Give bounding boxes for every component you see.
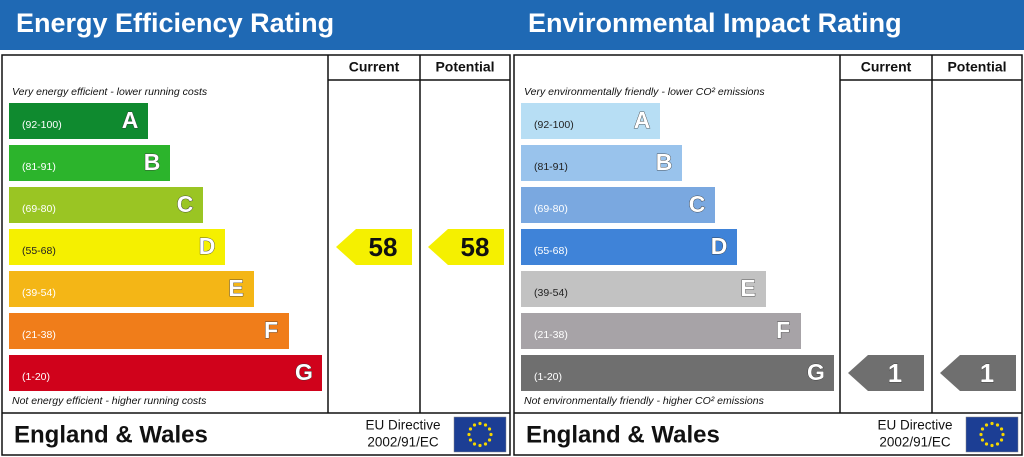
rating-band	[521, 187, 715, 223]
footer-region: England & Wales	[14, 421, 208, 448]
rating-band	[9, 355, 322, 391]
rating-arrow	[848, 355, 924, 391]
title-bar	[0, 0, 512, 50]
rating-arrow	[336, 229, 412, 265]
eu-star	[979, 432, 983, 437]
band-range: (21-38)	[534, 329, 568, 341]
rating-arrow	[940, 355, 1016, 391]
band-range: (69-80)	[534, 203, 568, 215]
eu-star	[483, 423, 488, 427]
band-range: (39-54)	[534, 287, 568, 299]
table-border	[513, 54, 1023, 456]
band-letter: B	[656, 149, 673, 175]
eu-star	[468, 438, 473, 442]
eu-star	[980, 438, 985, 442]
band-range: (92-100)	[534, 119, 574, 131]
eu-star	[487, 438, 492, 442]
title-bar	[512, 0, 1024, 50]
table-border	[1, 54, 511, 456]
directive: 2002/91/EC	[367, 435, 439, 450]
rating-band	[9, 187, 203, 223]
directive: EU Directive	[365, 418, 440, 433]
eu-star	[990, 443, 994, 448]
rating-value: 58	[461, 232, 490, 262]
panel-title: Energy Efficiency Rating	[16, 8, 334, 38]
eu-star	[487, 427, 492, 431]
eu-star	[984, 423, 989, 427]
rating-band	[9, 229, 225, 265]
band-letter: C	[177, 191, 194, 217]
column-header: Current	[861, 59, 912, 75]
rating-value: 1	[888, 358, 902, 388]
band-letter: G	[807, 359, 825, 385]
bottom-note: Not energy efficient - higher running co…	[12, 395, 207, 407]
band-letter: F	[264, 317, 278, 343]
column-header: Potential	[947, 59, 1006, 75]
eu-star	[999, 427, 1004, 431]
band-letter: C	[689, 191, 706, 217]
band-range: (69-80)	[22, 203, 56, 215]
band-range: (39-54)	[22, 287, 56, 299]
rating-band	[521, 145, 682, 181]
eu-star	[1001, 432, 1005, 437]
eu-star	[468, 427, 473, 431]
rating-band	[9, 313, 289, 349]
band-letter: F	[776, 317, 790, 343]
top-note: Very energy efficient - lower running co…	[12, 86, 208, 98]
band-letter: E	[228, 275, 243, 301]
panel-title: Environmental Impact Rating	[528, 8, 902, 38]
top-note: Very environmentally friendly - lower CO…	[524, 86, 765, 98]
band-range: (1-20)	[534, 371, 562, 383]
band-letter: E	[740, 275, 755, 301]
band-letter: A	[122, 107, 139, 133]
band-range: (55-68)	[534, 245, 568, 257]
rating-band	[521, 355, 834, 391]
eu-star	[478, 421, 482, 426]
rating-band	[521, 229, 737, 265]
band-letter: B	[144, 149, 161, 175]
eu-star	[999, 438, 1004, 442]
band-letter: A	[634, 107, 651, 133]
band-range: (92-100)	[22, 119, 62, 131]
bottom-note: Not environmentally friendly - higher CO…	[524, 395, 765, 407]
eu-star	[984, 442, 989, 446]
rating-band	[521, 271, 766, 307]
band-range: (21-38)	[22, 329, 56, 341]
rating-band	[521, 103, 660, 139]
band-range: (55-68)	[22, 245, 56, 257]
band-letter: D	[711, 233, 728, 259]
eu-star	[467, 432, 471, 437]
eu-star	[489, 432, 493, 437]
rating-arrow	[428, 229, 504, 265]
band-range: (1-20)	[22, 371, 50, 383]
rating-band	[9, 145, 170, 181]
footer-region: England & Wales	[526, 421, 720, 448]
band-letter: D	[199, 233, 216, 259]
rating-value: 1	[980, 358, 994, 388]
eu-star	[980, 427, 985, 431]
band-letter: G	[295, 359, 313, 385]
column-header: Current	[349, 59, 400, 75]
eu-star	[483, 442, 488, 446]
column-header: Potential	[435, 59, 494, 75]
band-range: (81-91)	[22, 161, 56, 173]
rating-band	[9, 103, 148, 139]
directive: EU Directive	[877, 418, 952, 433]
rating-band	[9, 271, 254, 307]
eu-star	[472, 442, 477, 446]
directive: 2002/91/EC	[879, 435, 951, 450]
rating-band	[521, 313, 801, 349]
eu-star	[995, 423, 1000, 427]
eu-star	[472, 423, 477, 427]
eu-star	[990, 421, 994, 426]
eu-star	[995, 442, 1000, 446]
rating-value: 58	[369, 232, 398, 262]
band-range: (81-91)	[534, 161, 568, 173]
eu-star	[478, 443, 482, 448]
